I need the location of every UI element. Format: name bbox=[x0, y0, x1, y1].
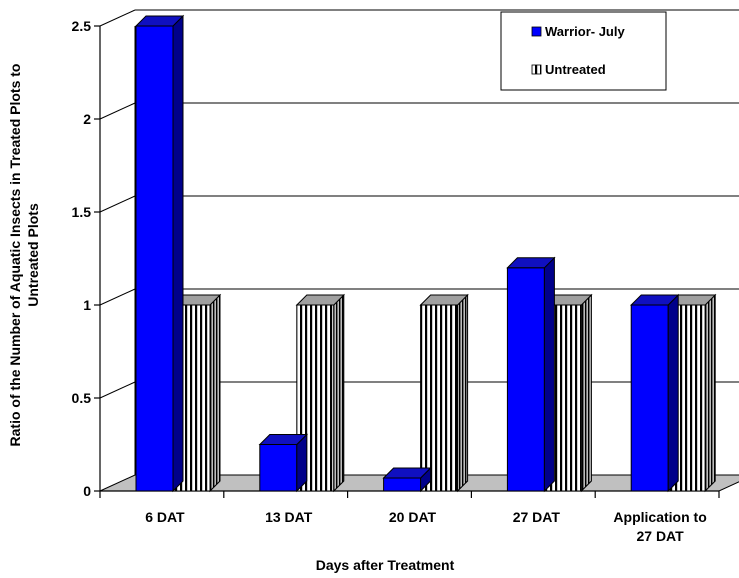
y-tick-label: 0 bbox=[83, 483, 91, 499]
bar-warrior bbox=[382, 466, 432, 493]
bar-side bbox=[209, 293, 221, 493]
bar-front bbox=[420, 304, 459, 492]
bar-front bbox=[630, 304, 669, 492]
y-tick-label: 2.5 bbox=[72, 18, 92, 34]
bar-untreated bbox=[295, 293, 346, 493]
gridline-side bbox=[99, 9, 136, 27]
bar-side bbox=[457, 293, 469, 493]
bar-top bbox=[382, 467, 432, 479]
legend: Warrior- July Untreated bbox=[500, 11, 667, 91]
bar-top bbox=[506, 257, 556, 269]
bar-side bbox=[667, 293, 679, 493]
x-tick-label: 6 DAT bbox=[145, 509, 185, 525]
gridline-side bbox=[99, 288, 136, 306]
legend-box bbox=[500, 11, 667, 91]
x-tick-label: 20 DAT bbox=[389, 509, 437, 525]
y-tick-label: 0.5 bbox=[72, 390, 92, 406]
bar-front bbox=[383, 477, 422, 492]
legend-label-warrior: Warrior- July bbox=[545, 24, 625, 39]
y-tick-label: 1.5 bbox=[72, 204, 92, 220]
x-tick-label: 13 DAT bbox=[265, 509, 313, 525]
gridline-side bbox=[99, 381, 136, 399]
y-axis-title-line-2: Untreated Plots bbox=[25, 203, 41, 307]
bar-top bbox=[629, 294, 680, 306]
bar-warrior bbox=[629, 293, 680, 493]
bar-top bbox=[419, 294, 469, 306]
bar-warrior bbox=[134, 14, 185, 493]
legend-swatch-untreated bbox=[531, 64, 542, 75]
x-tick-label: Application to bbox=[613, 509, 706, 525]
bar-side bbox=[333, 293, 345, 493]
y-axis-title-line-1: Ratio of the Number of Aquatic Insects i… bbox=[7, 64, 23, 447]
bar-side bbox=[543, 256, 555, 493]
gridline-side bbox=[99, 195, 136, 213]
bar-side bbox=[580, 293, 592, 493]
y-tick-label: 1 bbox=[83, 297, 91, 313]
bar-side bbox=[172, 14, 184, 493]
y-tick-label: 2 bbox=[83, 111, 91, 127]
bar-top bbox=[295, 294, 346, 306]
x-tick-label: 27 DAT bbox=[513, 509, 561, 525]
x-axis-title: Days after Treatment bbox=[316, 557, 455, 573]
legend-swatch-warrior bbox=[531, 26, 542, 37]
bar-front bbox=[259, 444, 298, 492]
bar-top bbox=[258, 434, 309, 445]
bar-untreated bbox=[419, 293, 469, 493]
bar-warrior bbox=[506, 256, 556, 493]
legend-label-untreated: Untreated bbox=[545, 62, 606, 77]
bar-front bbox=[135, 25, 174, 492]
bar-front bbox=[506, 267, 545, 492]
bar-side bbox=[704, 293, 716, 493]
gridline-side bbox=[99, 102, 136, 120]
bar-top bbox=[134, 15, 185, 27]
x-tick-label: 27 DAT bbox=[636, 528, 684, 544]
bar-warrior bbox=[258, 433, 309, 493]
